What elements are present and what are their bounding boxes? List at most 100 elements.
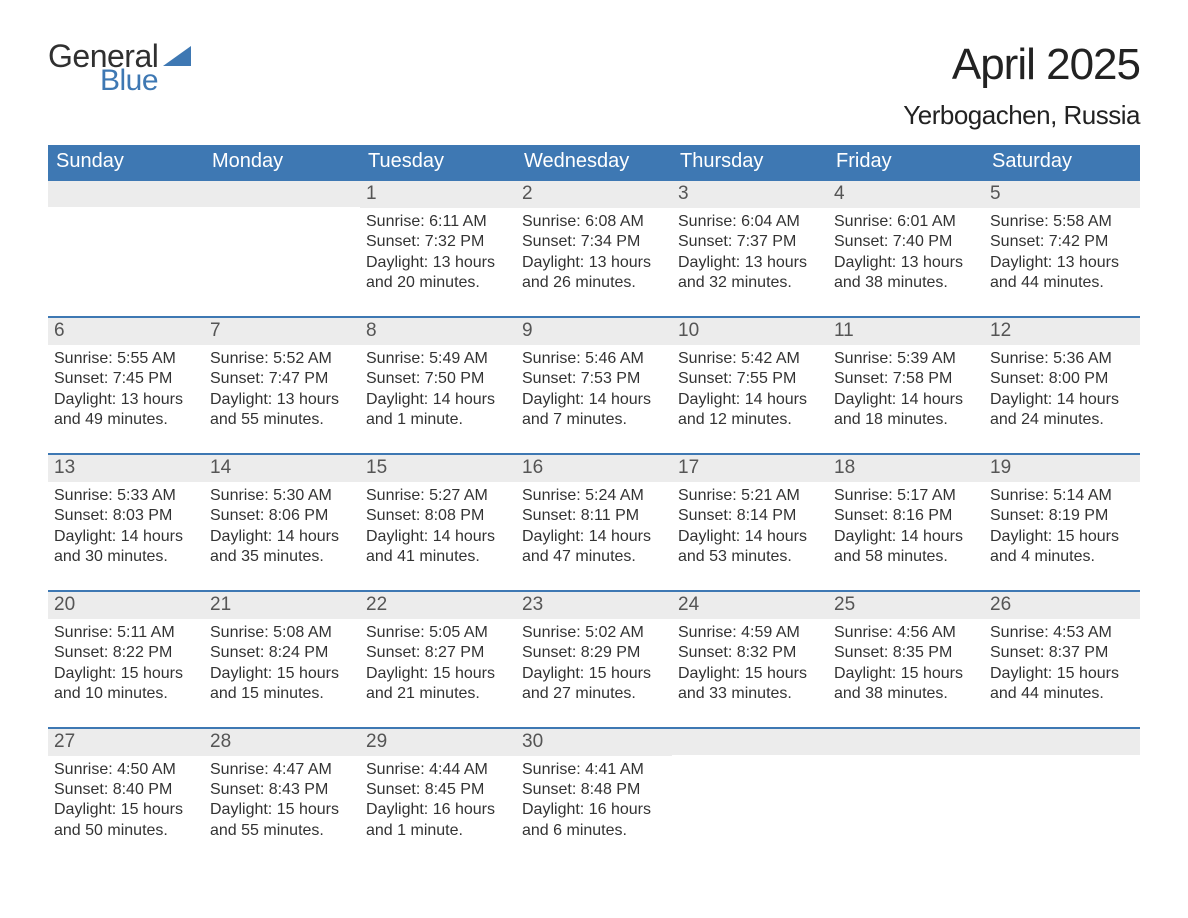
sunset-text: Sunset: 8:08 PM xyxy=(366,506,510,526)
day-number: 3 xyxy=(672,181,828,208)
day-body: Sunrise: 4:44 AMSunset: 8:45 PMDaylight:… xyxy=(360,756,516,846)
day-number: 1 xyxy=(360,181,516,208)
day-body: Sunrise: 5:30 AMSunset: 8:06 PMDaylight:… xyxy=(204,482,360,572)
daylight-text: Daylight: 15 hours and 21 minutes. xyxy=(366,664,510,705)
daylight-text: Daylight: 13 hours and 49 minutes. xyxy=(54,390,198,431)
day-number: 27 xyxy=(48,729,204,756)
day-cell: 6Sunrise: 5:55 AMSunset: 7:45 PMDaylight… xyxy=(48,318,204,435)
day-cell: 14Sunrise: 5:30 AMSunset: 8:06 PMDayligh… xyxy=(204,455,360,572)
sail-icon xyxy=(163,44,193,72)
day-body: Sunrise: 5:02 AMSunset: 8:29 PMDaylight:… xyxy=(516,619,672,709)
day-body: Sunrise: 5:05 AMSunset: 8:27 PMDaylight:… xyxy=(360,619,516,709)
day-cell: 29Sunrise: 4:44 AMSunset: 8:45 PMDayligh… xyxy=(360,729,516,846)
weekday-header: Tuesday xyxy=(360,145,516,179)
day-cell: 26Sunrise: 4:53 AMSunset: 8:37 PMDayligh… xyxy=(984,592,1140,709)
sunset-text: Sunset: 8:29 PM xyxy=(522,643,666,663)
sunrise-text: Sunrise: 4:56 AM xyxy=(834,623,978,643)
sunrise-text: Sunrise: 6:08 AM xyxy=(522,212,666,232)
daylight-text: Daylight: 15 hours and 38 minutes. xyxy=(834,664,978,705)
day-number: 10 xyxy=(672,318,828,345)
sunset-text: Sunset: 8:00 PM xyxy=(990,369,1134,389)
day-number: 24 xyxy=(672,592,828,619)
daylight-text: Daylight: 13 hours and 26 minutes. xyxy=(522,253,666,294)
sunrise-text: Sunrise: 6:04 AM xyxy=(678,212,822,232)
day-body xyxy=(204,207,360,293)
sunrise-text: Sunrise: 5:58 AM xyxy=(990,212,1134,232)
day-number: 14 xyxy=(204,455,360,482)
day-cell xyxy=(48,181,204,298)
sunset-text: Sunset: 7:58 PM xyxy=(834,369,978,389)
sunset-text: Sunset: 7:45 PM xyxy=(54,369,198,389)
sunrise-text: Sunrise: 5:08 AM xyxy=(210,623,354,643)
day-body: Sunrise: 6:08 AMSunset: 7:34 PMDaylight:… xyxy=(516,208,672,298)
sunset-text: Sunset: 8:45 PM xyxy=(366,780,510,800)
sunset-text: Sunset: 7:53 PM xyxy=(522,369,666,389)
week-row: 13Sunrise: 5:33 AMSunset: 8:03 PMDayligh… xyxy=(48,453,1140,572)
day-body: Sunrise: 5:49 AMSunset: 7:50 PMDaylight:… xyxy=(360,345,516,435)
day-number: 2 xyxy=(516,181,672,208)
day-number: 21 xyxy=(204,592,360,619)
day-body xyxy=(828,755,984,841)
day-number xyxy=(828,729,984,755)
sunrise-text: Sunrise: 5:46 AM xyxy=(522,349,666,369)
day-body: Sunrise: 5:14 AMSunset: 8:19 PMDaylight:… xyxy=(984,482,1140,572)
day-cell: 7Sunrise: 5:52 AMSunset: 7:47 PMDaylight… xyxy=(204,318,360,435)
day-number: 4 xyxy=(828,181,984,208)
day-body: Sunrise: 4:47 AMSunset: 8:43 PMDaylight:… xyxy=(204,756,360,846)
day-cell: 16Sunrise: 5:24 AMSunset: 8:11 PMDayligh… xyxy=(516,455,672,572)
day-number xyxy=(984,729,1140,755)
day-body xyxy=(984,755,1140,841)
sunrise-text: Sunrise: 4:44 AM xyxy=(366,760,510,780)
sunset-text: Sunset: 7:40 PM xyxy=(834,232,978,252)
day-body: Sunrise: 5:08 AMSunset: 8:24 PMDaylight:… xyxy=(204,619,360,709)
day-body: Sunrise: 5:11 AMSunset: 8:22 PMDaylight:… xyxy=(48,619,204,709)
day-number: 11 xyxy=(828,318,984,345)
day-body: Sunrise: 6:11 AMSunset: 7:32 PMDaylight:… xyxy=(360,208,516,298)
sunset-text: Sunset: 8:24 PM xyxy=(210,643,354,663)
day-number: 13 xyxy=(48,455,204,482)
day-body: Sunrise: 5:21 AMSunset: 8:14 PMDaylight:… xyxy=(672,482,828,572)
daylight-text: Daylight: 15 hours and 27 minutes. xyxy=(522,664,666,705)
title-block: April 2025 Yerbogachen, Russia xyxy=(903,40,1140,131)
day-number: 28 xyxy=(204,729,360,756)
day-cell: 10Sunrise: 5:42 AMSunset: 7:55 PMDayligh… xyxy=(672,318,828,435)
day-number: 9 xyxy=(516,318,672,345)
day-cell: 12Sunrise: 5:36 AMSunset: 8:00 PMDayligh… xyxy=(984,318,1140,435)
day-cell: 19Sunrise: 5:14 AMSunset: 8:19 PMDayligh… xyxy=(984,455,1140,572)
day-number: 29 xyxy=(360,729,516,756)
sunrise-text: Sunrise: 6:01 AM xyxy=(834,212,978,232)
day-cell: 24Sunrise: 4:59 AMSunset: 8:32 PMDayligh… xyxy=(672,592,828,709)
day-number: 23 xyxy=(516,592,672,619)
daylight-text: Daylight: 15 hours and 55 minutes. xyxy=(210,800,354,841)
day-cell: 21Sunrise: 5:08 AMSunset: 8:24 PMDayligh… xyxy=(204,592,360,709)
sunset-text: Sunset: 8:37 PM xyxy=(990,643,1134,663)
day-body: Sunrise: 4:50 AMSunset: 8:40 PMDaylight:… xyxy=(48,756,204,846)
day-cell xyxy=(984,729,1140,846)
sunset-text: Sunset: 8:48 PM xyxy=(522,780,666,800)
day-cell: 28Sunrise: 4:47 AMSunset: 8:43 PMDayligh… xyxy=(204,729,360,846)
weekday-header: Monday xyxy=(204,145,360,179)
weekday-header: Wednesday xyxy=(516,145,672,179)
day-body: Sunrise: 5:39 AMSunset: 7:58 PMDaylight:… xyxy=(828,345,984,435)
sunrise-text: Sunrise: 5:05 AM xyxy=(366,623,510,643)
sunset-text: Sunset: 8:14 PM xyxy=(678,506,822,526)
day-number: 25 xyxy=(828,592,984,619)
daylight-text: Daylight: 14 hours and 18 minutes. xyxy=(834,390,978,431)
sunset-text: Sunset: 8:03 PM xyxy=(54,506,198,526)
day-cell: 15Sunrise: 5:27 AMSunset: 8:08 PMDayligh… xyxy=(360,455,516,572)
day-cell: 30Sunrise: 4:41 AMSunset: 8:48 PMDayligh… xyxy=(516,729,672,846)
daylight-text: Daylight: 13 hours and 20 minutes. xyxy=(366,253,510,294)
day-cell: 17Sunrise: 5:21 AMSunset: 8:14 PMDayligh… xyxy=(672,455,828,572)
sunrise-text: Sunrise: 5:14 AM xyxy=(990,486,1134,506)
sunset-text: Sunset: 7:32 PM xyxy=(366,232,510,252)
weeks-container: 1Sunrise: 6:11 AMSunset: 7:32 PMDaylight… xyxy=(48,179,1140,845)
daylight-text: Daylight: 14 hours and 1 minute. xyxy=(366,390,510,431)
day-body: Sunrise: 4:41 AMSunset: 8:48 PMDaylight:… xyxy=(516,756,672,846)
sunrise-text: Sunrise: 5:33 AM xyxy=(54,486,198,506)
day-body: Sunrise: 4:59 AMSunset: 8:32 PMDaylight:… xyxy=(672,619,828,709)
weekday-header: Saturday xyxy=(984,145,1140,179)
sunrise-text: Sunrise: 4:47 AM xyxy=(210,760,354,780)
sunrise-text: Sunrise: 5:49 AM xyxy=(366,349,510,369)
day-number: 18 xyxy=(828,455,984,482)
day-number: 22 xyxy=(360,592,516,619)
